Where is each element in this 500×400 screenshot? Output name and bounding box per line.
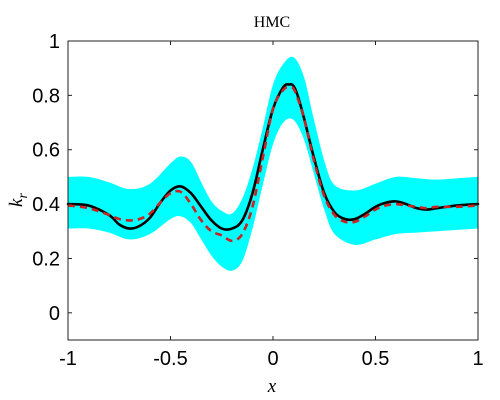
confidence-band xyxy=(68,56,478,271)
x-tick-label: 0.5 xyxy=(362,348,390,370)
x-tick-label: -1 xyxy=(59,348,77,370)
series-layer xyxy=(66,83,480,243)
y-tick-label: 1 xyxy=(49,31,60,53)
y-tick-label: 0.4 xyxy=(32,194,60,216)
y-tick-label: 0.2 xyxy=(32,248,60,270)
solid-series-line xyxy=(66,83,480,231)
x-axis-label: x xyxy=(267,376,277,397)
confidence-band-layer xyxy=(68,56,478,271)
x-tick-label: 1 xyxy=(472,348,483,370)
tick-layer: -1 -0.5 0 0.5 1 0 0.2 0.4 0.6 0.8 1 xyxy=(32,31,483,370)
y-axis-label: kr xyxy=(6,193,31,207)
dashed-series-line xyxy=(67,85,479,243)
y-tick-label: 0.6 xyxy=(32,140,60,162)
chart-title: HMC xyxy=(254,14,290,31)
y-tick-label: 0 xyxy=(49,303,60,325)
y-tick-label: 0.8 xyxy=(32,85,60,107)
x-tick-label: 0 xyxy=(267,348,278,370)
x-tick-label: -0.5 xyxy=(153,348,187,370)
